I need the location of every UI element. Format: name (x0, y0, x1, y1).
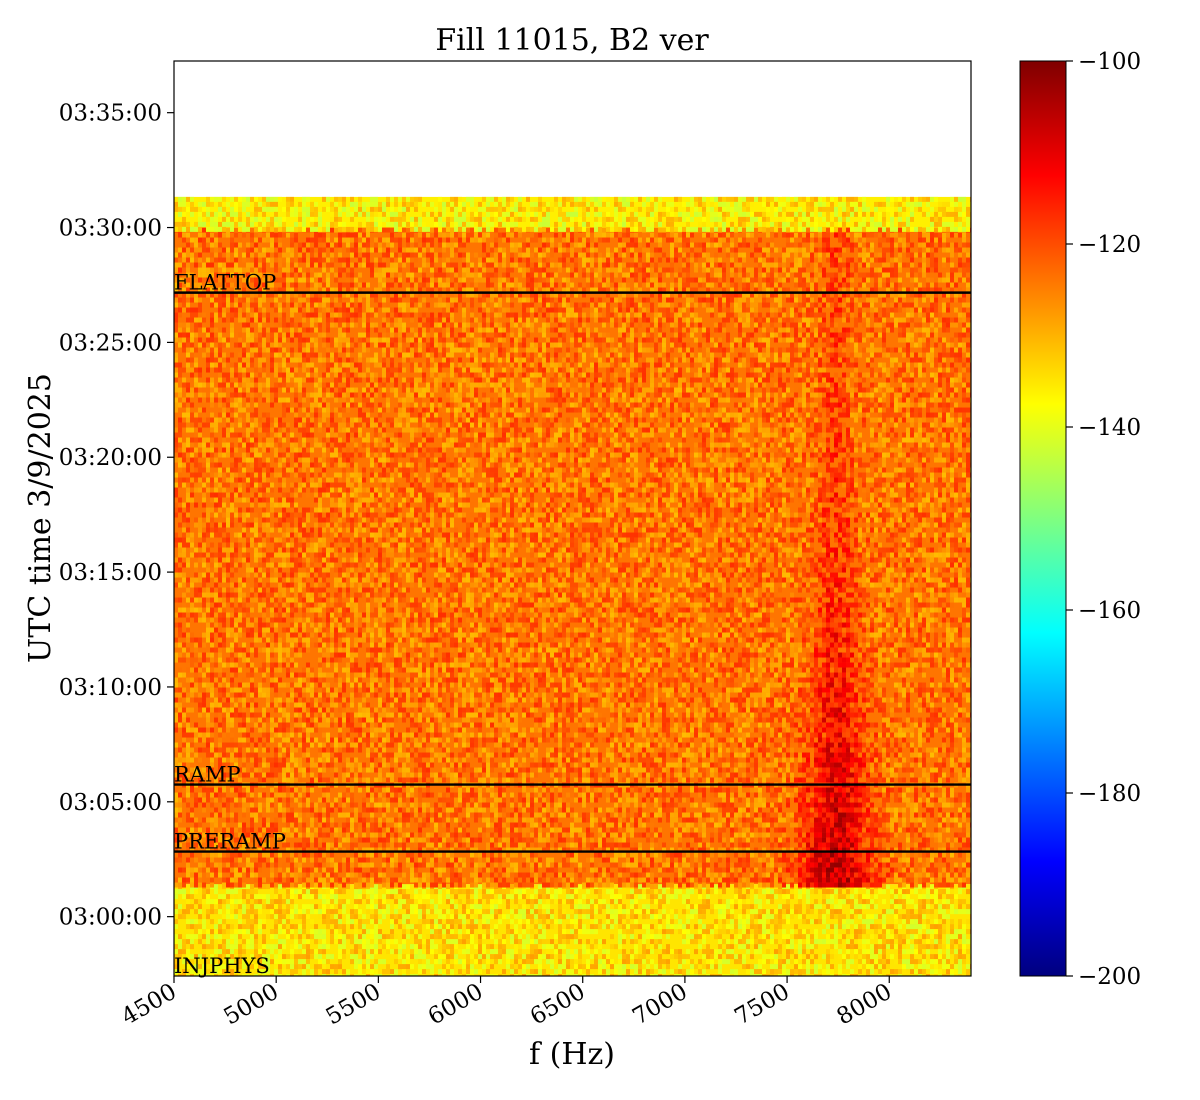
colorbar-tick-label: −140 (1078, 415, 1141, 441)
x-tick-label: 4500 (117, 979, 181, 1031)
x-tick-label: 7000 (628, 979, 692, 1031)
colorbar-ticks: −100 −120 −140 −160 −180 −200 (1066, 49, 1141, 990)
x-tick-label: 6500 (526, 979, 590, 1031)
y-tick-label: 03:10:00 (59, 675, 162, 701)
x-tick-label: 7500 (730, 979, 794, 1031)
spectrum-cells-2 (174, 196, 971, 232)
x-axis: 4500 5000 5500 6000 6500 7000 7500 8000 (117, 976, 896, 1030)
y-tick-label: 03:20:00 (59, 445, 162, 471)
colorbar-tick-label: −180 (1078, 781, 1141, 807)
y-tick-label: 03:35:00 (59, 101, 162, 127)
y-axis-label: UTC time 3/9/2025 (23, 373, 58, 663)
colorbar: −100 −120 −140 −160 −180 −200 (1019, 49, 1141, 990)
x-axis-label: f (Hz) (529, 1037, 615, 1072)
x-tick-label: 6000 (424, 979, 488, 1031)
x-tick-label: 5000 (219, 979, 283, 1031)
colorbar-tick-label: −100 (1078, 49, 1141, 75)
spectrum-cells-1 (174, 227, 971, 888)
colorbar-gradient (1019, 60, 1067, 977)
colorbar-tick-label: −120 (1078, 232, 1141, 258)
colorbar-tick-label: −200 (1078, 964, 1141, 990)
x-tick-label: 5500 (322, 979, 386, 1031)
colorbar-tick-label: −160 (1078, 598, 1141, 624)
y-tick-label: 03:25:00 (59, 330, 162, 356)
y-tick-label: 03:05:00 (59, 790, 162, 816)
x-tick-label: 8000 (833, 979, 897, 1031)
y-tick-label: 03:30:00 (59, 216, 162, 242)
event-markers: INJPHYS PRERAMP RAMP FLATTOP (174, 271, 971, 978)
chart-title: Fill 11015, B2 ver (435, 23, 709, 58)
y-tick-label: 03:00:00 (59, 905, 162, 931)
event-label-ramp: RAMP (174, 763, 241, 787)
heatmap-area (174, 196, 971, 976)
y-tick-label: 03:15:00 (59, 560, 162, 586)
event-label-flattop: FLATTOP (174, 271, 276, 295)
event-label-preramp: PRERAMP (174, 830, 286, 854)
plot-frame (173, 60, 972, 977)
event-label-injphys: INJPHYS (174, 954, 270, 978)
y-axis: 03:00:00 03:05:00 03:10:00 03:15:00 03:20:00… (59, 101, 174, 931)
